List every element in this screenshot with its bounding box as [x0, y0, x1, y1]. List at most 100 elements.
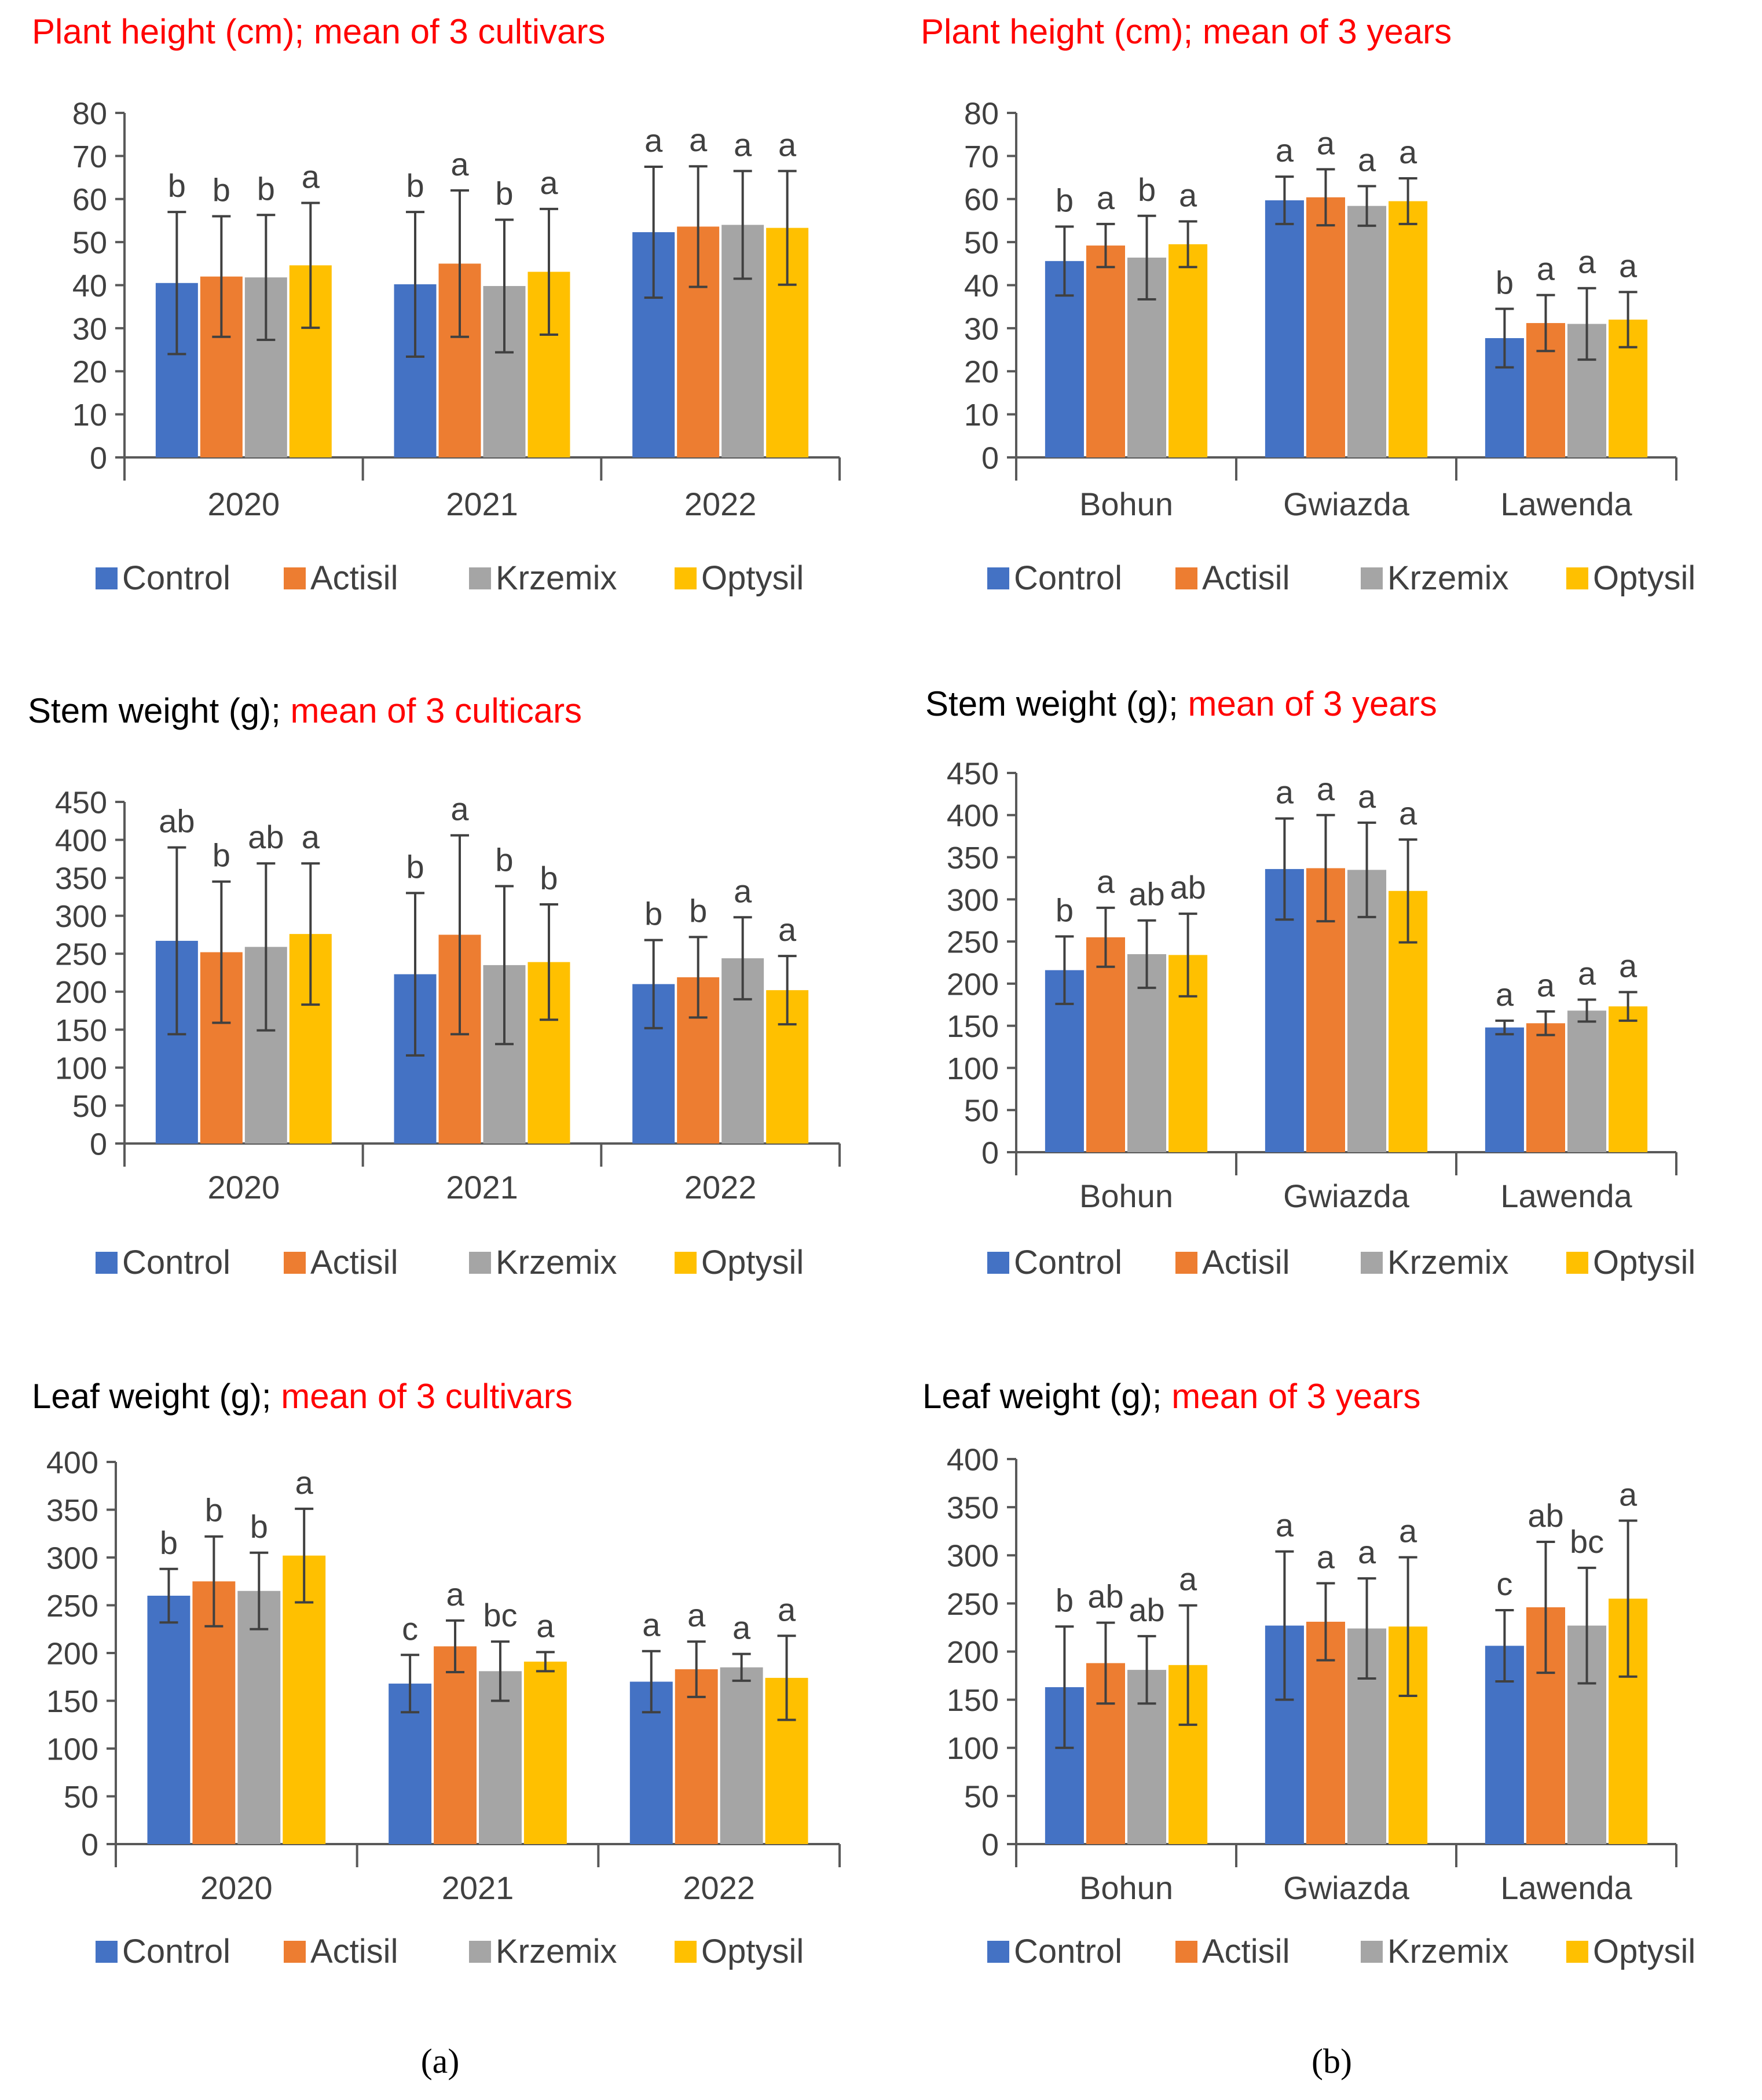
bar-optysil	[523, 1661, 567, 1844]
significance-letter: a	[1358, 778, 1376, 815]
significance-letter: a	[1276, 132, 1294, 168]
significance-letter: b	[1056, 1582, 1074, 1618]
y-tick-label: 250	[55, 937, 107, 972]
significance-letter: a	[446, 1576, 464, 1612]
legend-label: Krzemix	[496, 1933, 617, 1970]
x-category-label: Gwiazda	[1283, 1870, 1410, 1906]
chart-title-red: mean of 3 years	[1171, 1377, 1420, 1416]
significance-letter: a	[778, 911, 797, 948]
significance-letter: a	[1399, 1513, 1417, 1549]
legend-swatch-krzemix	[1361, 1941, 1383, 1963]
significance-letter: a	[778, 126, 797, 163]
legend-label: Optysil	[701, 559, 804, 597]
y-tick-label: 400	[947, 1442, 999, 1477]
y-tick-label: 70	[72, 140, 107, 174]
legend-label: Actisil	[310, 1244, 398, 1281]
significance-letter: ab	[1129, 1592, 1164, 1628]
y-tick-label: 400	[947, 798, 999, 833]
significance-letter: ab	[248, 819, 284, 855]
significance-letter: a	[1276, 1507, 1294, 1544]
significance-letter: a	[1179, 177, 1197, 213]
x-category-label: 2021	[442, 1870, 514, 1906]
y-tick-label: 350	[947, 841, 999, 875]
significance-letter: a	[1578, 955, 1596, 992]
legend-swatch-actisil	[1175, 1252, 1197, 1274]
x-category-label: Lawenda	[1500, 1870, 1632, 1906]
y-tick-label: 80	[72, 96, 107, 131]
legend-swatch-actisil	[1175, 567, 1197, 589]
x-category-label: 2020	[200, 1870, 273, 1906]
significance-letter: ab	[1087, 1578, 1123, 1615]
legend-swatch-optysil	[1566, 1941, 1588, 1963]
significance-letter: a	[1399, 795, 1417, 831]
y-tick-label: 250	[947, 925, 999, 960]
chart-2: Plant height (cm); mean of 3 years 0 10 20 3…	[921, 12, 1695, 597]
y-tick-label: 200	[46, 1636, 98, 1671]
y-tick-label: 350	[947, 1491, 999, 1526]
bar-optysil	[1389, 201, 1428, 457]
x-category-label: Lawenda	[1500, 486, 1632, 522]
legend-label: Krzemix	[1387, 559, 1508, 597]
legend-swatch-control	[96, 567, 118, 589]
legend-label: Control	[122, 1244, 230, 1281]
significance-letter: b	[213, 837, 230, 874]
significance-letter: a	[1097, 863, 1115, 900]
significance-letter: b	[644, 896, 662, 932]
y-tick-label: 50	[964, 1094, 999, 1128]
legend-label: Control	[1014, 559, 1122, 597]
bar-control	[1485, 1027, 1524, 1152]
y-tick-label: 150	[55, 1013, 107, 1048]
legend-swatch-control	[987, 567, 1009, 589]
chart-5: Leaf weight (g); mean of 3 cultivars 0 50 1…	[32, 1377, 841, 1970]
x-category-label: Lawenda	[1500, 1178, 1632, 1214]
legend-swatch-krzemix	[469, 1941, 491, 1963]
significance-letter: a	[642, 1607, 661, 1643]
x-category-label: 2020	[208, 486, 280, 522]
y-tick-label: 20	[72, 355, 107, 390]
y-tick-label: 300	[55, 899, 107, 934]
chart-4: Stem weight (g); mean of 3 years 0 50 100 15…	[925, 684, 1695, 1281]
x-category-label: Bohun	[1079, 1178, 1173, 1214]
legend-swatch-optysil	[675, 1252, 697, 1274]
bar-actisil	[434, 1646, 477, 1844]
bar-actisil	[1086, 245, 1125, 457]
bar-krzemix	[1567, 1010, 1607, 1152]
significance-letter: a	[1619, 1476, 1638, 1512]
significance-letter: a	[644, 122, 663, 159]
chart-title-black: Stem weight (g);	[28, 691, 291, 730]
chart-title: Plant height (cm); mean of 3 years	[921, 12, 1452, 51]
y-tick-label: 250	[947, 1587, 999, 1622]
y-tick-label: 150	[947, 1683, 999, 1718]
y-tick-label: 50	[64, 1780, 98, 1815]
chart-title-red: Plant height (cm); mean of 3 years	[921, 12, 1452, 51]
x-category-label: 2022	[684, 1169, 757, 1205]
bar-krzemix	[237, 1590, 281, 1844]
bar-actisil	[1306, 197, 1345, 457]
y-tick-label: 300	[947, 883, 999, 918]
significance-letter: a	[689, 122, 708, 158]
significance-letter: a	[1399, 134, 1417, 170]
y-tick-label: 350	[55, 862, 107, 896]
legend-swatch-actisil	[284, 1941, 306, 1963]
significance-letter: bc	[483, 1597, 517, 1633]
legend-label: Control	[122, 559, 230, 597]
y-tick-label: 300	[46, 1541, 98, 1575]
significance-letter: a	[1537, 967, 1555, 1003]
significance-letter: b	[1056, 892, 1074, 928]
chart-title: Stem weight (g); mean of 3 culticars	[28, 691, 582, 730]
y-tick-label: 50	[964, 226, 999, 261]
x-category-label: 2020	[208, 1169, 280, 1205]
legend-swatch-optysil	[1566, 567, 1588, 589]
legend-label: Optysil	[1593, 1244, 1695, 1281]
significance-letter: b	[1138, 171, 1156, 208]
y-tick-label: 100	[46, 1732, 98, 1767]
bar-optysil	[1168, 244, 1208, 457]
significance-letter: b	[406, 848, 424, 885]
bar-actisil	[1086, 937, 1125, 1152]
legend-label: Krzemix	[496, 1244, 617, 1281]
y-tick-label: 100	[947, 1731, 999, 1766]
y-tick-label: 200	[55, 975, 107, 1010]
legend-label: Optysil	[701, 1244, 804, 1281]
significance-letter: b	[257, 170, 275, 207]
